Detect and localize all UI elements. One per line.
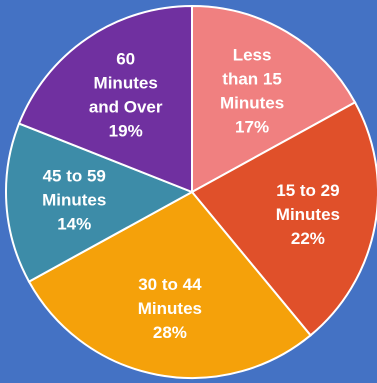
pie-slice-1 — [191, 4, 357, 194]
slice-category-label: Minutes — [220, 93, 284, 112]
slice-percent-label: 17% — [235, 117, 269, 136]
pie-slice-4 — [5, 122, 195, 283]
slice-label-2: 15 to 29 Minutes 22% — [276, 181, 340, 248]
slice-category-label: Minutes — [276, 205, 340, 224]
slice-category-label: 30 to 44 — [138, 275, 202, 294]
pie-slice-3 — [27, 190, 312, 379]
slice-category-label: Minutes — [94, 73, 158, 92]
slice-label-3: 30 to 44 Minutes 28% — [138, 275, 202, 342]
pie-slice-5 — [17, 4, 193, 194]
slice-category-label: 45 to 59 — [43, 166, 106, 185]
pie-slices — [5, 4, 377, 379]
slice-category-label: Minutes — [42, 190, 106, 209]
slice-percent-label: 28% — [153, 323, 187, 342]
slice-percent-label: 14% — [57, 214, 91, 233]
pie-labels: Less than 15 Minutes 17% 15 to 29 Minutes 22% 3… — [42, 45, 340, 341]
slice-category-label: Less — [233, 45, 272, 64]
pie-slice-2 — [190, 101, 377, 337]
slice-category-label: Minutes — [138, 299, 202, 318]
slice-percent-label: 22% — [291, 229, 325, 248]
slice-label-5: 60 Minutes and Over 19% — [89, 49, 163, 140]
slice-category-label: than 15 — [222, 69, 282, 88]
slice-label-1: Less than 15 Minutes 17% — [220, 45, 284, 136]
slice-label-4: 45 to 59 Minutes 14% — [42, 166, 106, 233]
slice-category-label: 15 to 29 — [276, 181, 339, 200]
slice-category-label: and Over — [89, 97, 163, 116]
slice-percent-label: 19% — [109, 121, 143, 140]
slice-category-label: 60 — [116, 49, 135, 68]
